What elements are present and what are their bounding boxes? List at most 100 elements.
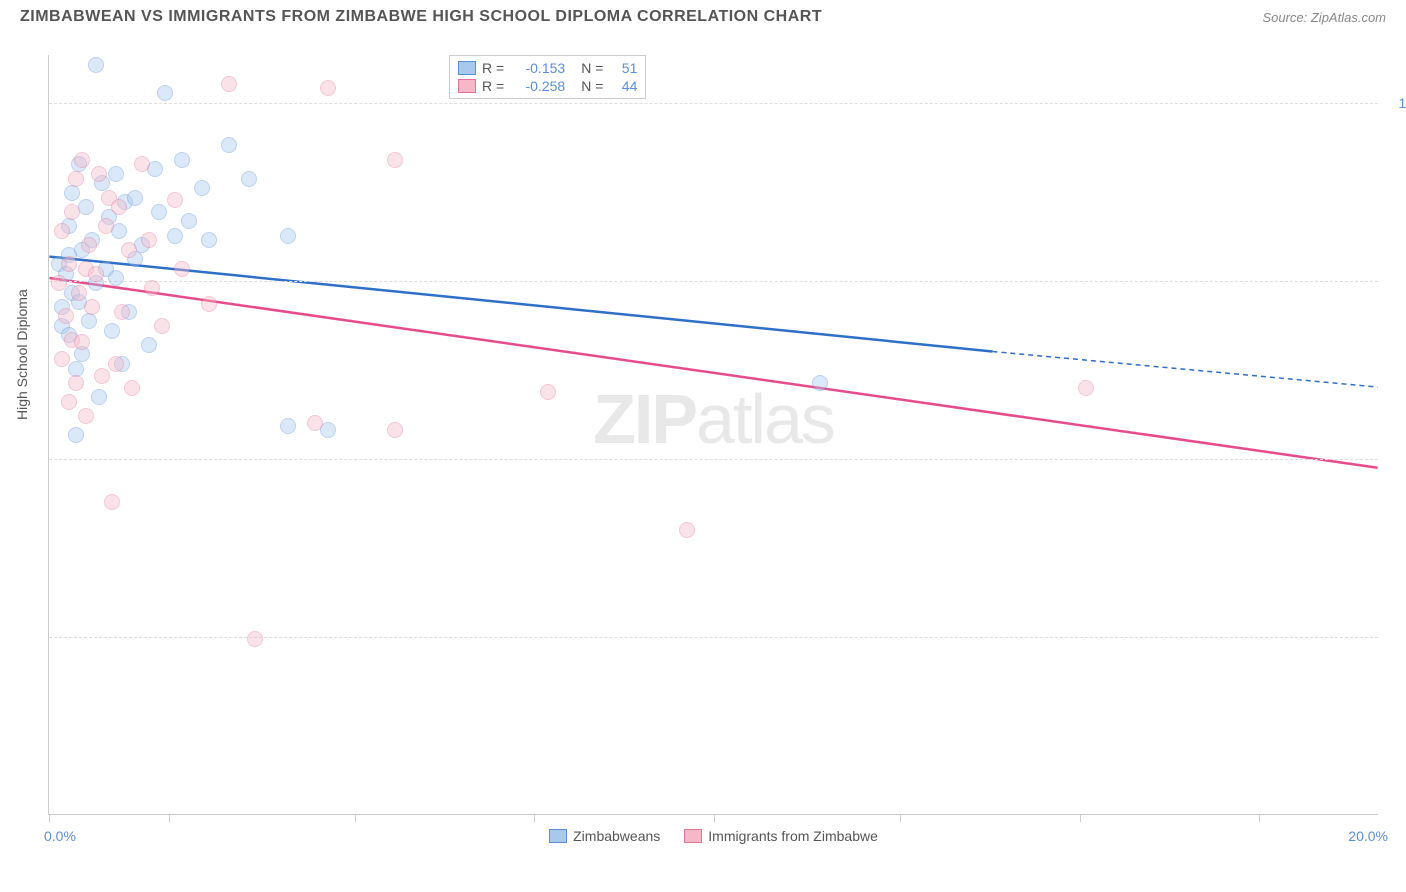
gridline [49, 459, 1378, 460]
data-point [174, 152, 190, 168]
trend-line [49, 278, 1377, 468]
data-point [61, 394, 77, 410]
data-point [307, 415, 323, 431]
watermark: ZIPatlas [593, 379, 834, 459]
x-tick [169, 814, 170, 822]
data-point [134, 156, 150, 172]
data-point [144, 280, 160, 296]
data-point [247, 631, 263, 647]
data-point [74, 152, 90, 168]
data-point [51, 275, 67, 291]
chart-title: ZIMBABWEAN VS IMMIGRANTS FROM ZIMBABWE H… [20, 8, 822, 26]
r-label: R = [482, 60, 504, 76]
x-tick [49, 814, 50, 822]
data-point [84, 299, 100, 315]
x-axis-max-label: 20.0% [1348, 828, 1388, 844]
data-point [387, 422, 403, 438]
data-point [141, 232, 157, 248]
gridline [49, 103, 1378, 104]
data-point [108, 270, 124, 286]
data-point [387, 152, 403, 168]
data-point [104, 494, 120, 510]
data-point [540, 384, 556, 400]
legend-series-label: Zimbabweans [573, 828, 660, 844]
data-point [108, 166, 124, 182]
legend-series-item: Immigrants from Zimbabwe [684, 828, 878, 844]
gridline [49, 281, 1378, 282]
chart-header: ZIMBABWEAN VS IMMIGRANTS FROM ZIMBABWE H… [0, 0, 1406, 30]
data-point [74, 334, 90, 350]
data-point [91, 389, 107, 405]
data-point [1078, 380, 1094, 396]
x-tick [714, 814, 715, 822]
data-point [58, 308, 74, 324]
data-point [68, 427, 84, 443]
trend-line [49, 257, 992, 352]
legend-series-label: Immigrants from Zimbabwe [708, 828, 878, 844]
data-point [194, 180, 210, 196]
trend-lines-layer [49, 55, 1378, 814]
data-point [121, 242, 137, 258]
data-point [81, 313, 97, 329]
data-point [679, 522, 695, 538]
legend-swatch [458, 79, 476, 93]
data-point [812, 375, 828, 391]
data-point [157, 85, 173, 101]
data-point [71, 285, 87, 301]
data-point [108, 356, 124, 372]
x-tick [534, 814, 535, 822]
x-tick [1259, 814, 1260, 822]
data-point [174, 261, 190, 277]
data-point [141, 337, 157, 353]
data-point [280, 228, 296, 244]
data-point [241, 171, 257, 187]
data-point [154, 318, 170, 334]
r-value: -0.153 [510, 60, 565, 76]
legend-swatch [684, 829, 702, 843]
data-point [54, 351, 70, 367]
data-point [68, 171, 84, 187]
data-point [221, 76, 237, 92]
data-point [127, 190, 143, 206]
data-point [111, 199, 127, 215]
data-point [167, 228, 183, 244]
series-legend: Zimbabweans Immigrants from Zimbabwe [49, 828, 1378, 846]
data-point [114, 304, 130, 320]
data-point [94, 368, 110, 384]
data-point [151, 204, 167, 220]
x-axis-min-label: 0.0% [44, 828, 76, 844]
n-value: 51 [609, 60, 637, 76]
r-label: R = [482, 78, 504, 94]
scatter-chart: ZIPatlas R =-0.153N =51R =-0.258N =44 Zi… [48, 55, 1378, 815]
data-point [98, 218, 114, 234]
data-point [104, 323, 120, 339]
data-point [78, 408, 94, 424]
data-point [201, 296, 217, 312]
legend-series-item: Zimbabweans [549, 828, 660, 844]
data-point [88, 266, 104, 282]
data-point [320, 80, 336, 96]
data-point [124, 380, 140, 396]
legend-swatch [458, 61, 476, 75]
x-tick [355, 814, 356, 822]
data-point [167, 192, 183, 208]
legend-stat-row: R = -0.153 N = 51 [458, 59, 637, 77]
y-tick-label: 100.0% [1399, 95, 1406, 111]
data-point [201, 232, 217, 248]
data-point [61, 256, 77, 272]
source-attribution: Source: ZipAtlas.com [1262, 10, 1386, 25]
legend-stat-row: R =-0.258N =44 [458, 77, 637, 95]
trend-line-extrapolated [992, 351, 1377, 387]
data-point [54, 223, 70, 239]
n-label: N = [581, 60, 603, 76]
data-point [81, 237, 97, 253]
data-point [280, 418, 296, 434]
n-value: 44 [609, 78, 637, 94]
data-point [64, 185, 80, 201]
x-tick [900, 814, 901, 822]
y-axis-label: High School Diploma [14, 289, 30, 420]
data-point [91, 166, 107, 182]
x-tick [1080, 814, 1081, 822]
data-point [64, 204, 80, 220]
data-point [181, 213, 197, 229]
